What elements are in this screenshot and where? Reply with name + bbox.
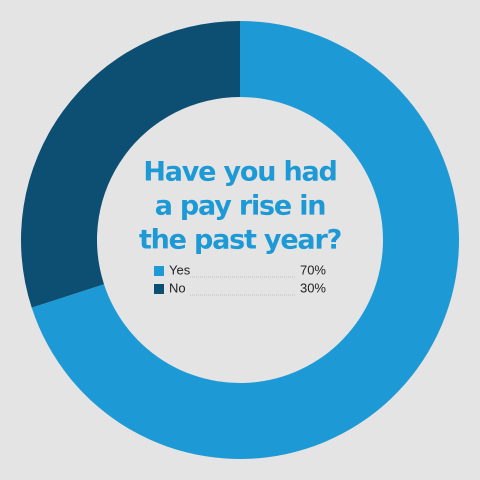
legend-label: Yes bbox=[169, 262, 191, 277]
legend-label: No bbox=[169, 280, 186, 295]
legend-swatch bbox=[154, 266, 164, 276]
legend-swatch bbox=[154, 284, 164, 294]
legend-value: 30% bbox=[300, 280, 326, 295]
chart-title: a pay rise in bbox=[155, 191, 326, 222]
chart-title: Have you had bbox=[143, 157, 336, 188]
donut-segment bbox=[20, 21, 240, 308]
donut-segment bbox=[31, 21, 459, 459]
chart-title: the past year? bbox=[139, 225, 341, 256]
legend-value: 70% bbox=[300, 262, 326, 277]
